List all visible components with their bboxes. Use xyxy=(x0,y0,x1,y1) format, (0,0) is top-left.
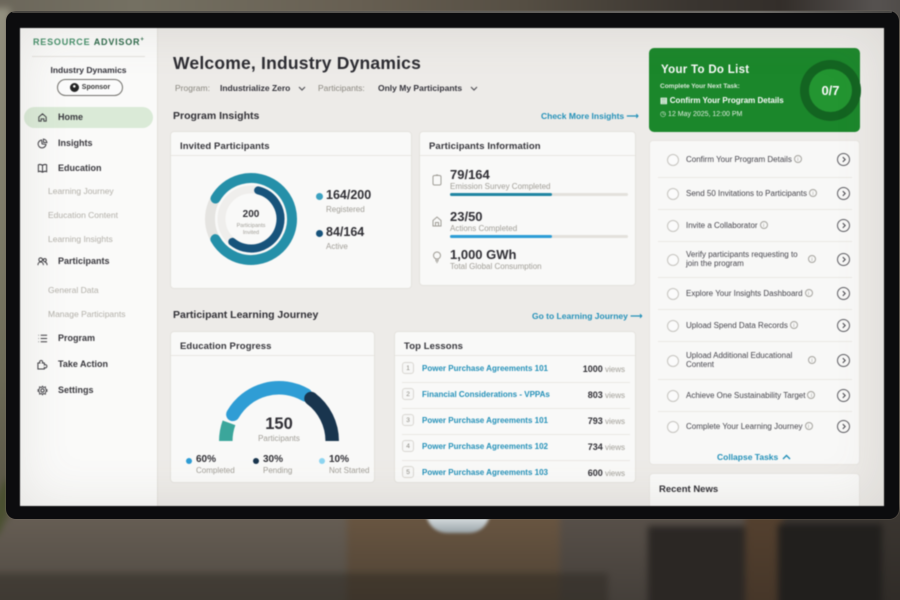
svg-text:Participants: Participants xyxy=(237,223,266,229)
svg-text:Invited: Invited xyxy=(243,230,259,236)
svg-text:200: 200 xyxy=(243,209,260,220)
